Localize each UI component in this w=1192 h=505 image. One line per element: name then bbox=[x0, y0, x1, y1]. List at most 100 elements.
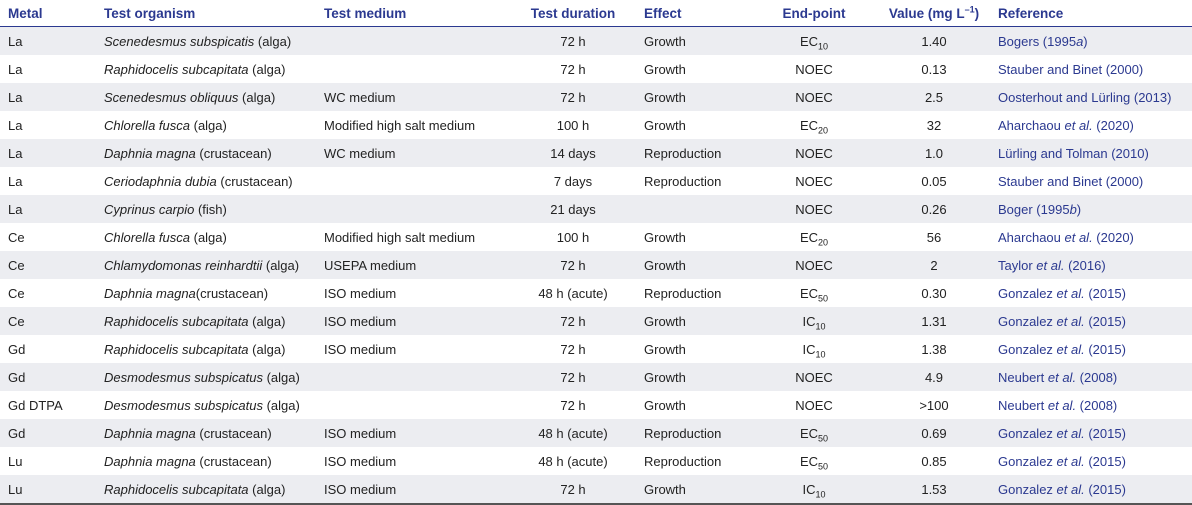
cell-effect: Growth bbox=[636, 307, 750, 335]
cell-medium: ISO medium bbox=[324, 285, 397, 301]
endpoint-label: NOEC bbox=[795, 201, 833, 217]
organism-note: (alga) bbox=[190, 229, 227, 245]
table-row: Ce Daphnia magna(crustacean) ISO medium 48 … bbox=[0, 279, 1192, 307]
reference-text-end: (2008) bbox=[1076, 369, 1118, 385]
reference-text-end: (2015) bbox=[1084, 341, 1126, 357]
reference-text-end: (2008) bbox=[1076, 397, 1118, 413]
cell-metal: Ce bbox=[8, 229, 25, 245]
cell-value: 1.53 bbox=[878, 475, 990, 505]
cell-value: 1.0 bbox=[878, 139, 990, 167]
cell-medium bbox=[316, 363, 510, 391]
cell-metal: La bbox=[0, 139, 96, 167]
endpoint-sub: 10 bbox=[815, 489, 826, 500]
reference-italic: et al. bbox=[1056, 285, 1085, 301]
organism-name: Daphnia magna bbox=[104, 453, 196, 469]
cell-duration: 72 h bbox=[510, 83, 636, 111]
cell-duration: 100 h bbox=[556, 229, 590, 245]
cell-metal: La bbox=[8, 61, 23, 77]
table-row: Gd DTPA Desmodesmus subspicatus (alga) 72 … bbox=[0, 391, 1192, 419]
cell-reference: Aharchaou et al. (2020) bbox=[990, 223, 1192, 251]
cell-effect: Growth bbox=[636, 363, 750, 391]
endpoint-label: NOEC bbox=[795, 61, 833, 77]
cell-effect: Reproduction bbox=[644, 453, 722, 469]
cell-medium: ISO medium bbox=[316, 475, 510, 505]
organism-name: Daphnia magna bbox=[104, 285, 196, 301]
organism-name: Scenedesmus subspicatis bbox=[104, 33, 255, 49]
organism-note: (fish) bbox=[194, 201, 227, 217]
cell-medium: ISO medium bbox=[324, 341, 397, 357]
cell-reference: Taylor et al. (2016) bbox=[990, 251, 1192, 279]
cell-value: 2.5 bbox=[878, 83, 990, 111]
cell-effect: Growth bbox=[644, 397, 686, 413]
cell-reference: Aharchaou et al. (2020) bbox=[990, 111, 1192, 139]
cell-value: 32 bbox=[926, 117, 942, 133]
reference-text: Taylor bbox=[998, 257, 1037, 273]
cell-endpoint: IC10 bbox=[750, 307, 878, 335]
cell-endpoint: NOEC bbox=[750, 195, 878, 223]
cell-duration: 100 h bbox=[556, 117, 590, 133]
cell-organism: Raphidocelis subcapitata (alga) bbox=[96, 307, 316, 335]
cell-duration: 72 h bbox=[510, 475, 636, 505]
cell-medium bbox=[316, 26, 510, 55]
reference-text-end: (2015) bbox=[1084, 425, 1126, 441]
cell-metal: Gd DTPA bbox=[8, 397, 63, 413]
organism-note: (crustacean) bbox=[195, 285, 269, 301]
cell-organism: Scenedesmus subspicatis (alga) bbox=[96, 26, 316, 55]
cell-endpoint: EC50 bbox=[750, 447, 878, 475]
cell-value: 0.26 bbox=[878, 195, 990, 223]
endpoint-label: EC bbox=[799, 453, 819, 469]
organism-name: Raphidocelis subcapitata bbox=[104, 481, 249, 497]
cell-metal: La bbox=[8, 173, 23, 189]
organism-name: Daphnia magna bbox=[104, 425, 196, 441]
header-value-sup: –1 bbox=[964, 4, 975, 14]
cell-value: 0.05 bbox=[921, 173, 947, 189]
reference-italic: et al. bbox=[1047, 397, 1077, 413]
cell-metal: Lu bbox=[0, 475, 96, 505]
reference-italic: et al. bbox=[1056, 313, 1085, 329]
organism-name: Desmodesmus subspicatus bbox=[104, 397, 263, 413]
cell-reference: Stauber and Binet (2000) bbox=[990, 167, 1192, 195]
organism-note: (crustacean) bbox=[216, 173, 293, 189]
organism-name: Raphidocelis subcapitata bbox=[104, 313, 249, 329]
header-metal: Metal bbox=[0, 0, 96, 27]
organism-name: Cyprinus carpio bbox=[104, 201, 195, 217]
organism-note: (crustacean) bbox=[195, 145, 272, 161]
cell-effect: Growth bbox=[636, 26, 750, 55]
cell-metal: Lu bbox=[8, 453, 23, 469]
header-value-prefix: Value (mg L bbox=[888, 5, 965, 21]
endpoint-label: NOEC bbox=[795, 257, 833, 273]
cell-value: 4.9 bbox=[878, 363, 990, 391]
cell-value: 56 bbox=[926, 229, 942, 245]
header-value: Value (mg L–1) bbox=[878, 0, 990, 27]
reference-italic: a bbox=[1076, 33, 1084, 49]
cell-effect: Growth bbox=[644, 341, 686, 357]
table-row: La Chlorella fusca (alga) Modified high sa… bbox=[0, 111, 1192, 139]
reference-text-end: (2015) bbox=[1084, 313, 1126, 329]
cell-medium: ISO medium bbox=[316, 307, 510, 335]
table-row: Gd Raphidocelis subcapitata (alga) ISO med… bbox=[0, 335, 1192, 363]
table-header: Metal Test organism Test medium Test dur… bbox=[0, 0, 1192, 27]
table-row: Ce Chlorella fusca (alga) Modified high sa… bbox=[0, 223, 1192, 251]
table-row: La Scenedesmus subspicatis (alga) 72 h Grow… bbox=[0, 26, 1192, 55]
organism-note: (alga) bbox=[238, 89, 276, 105]
cell-medium bbox=[316, 167, 510, 195]
reference-text: Lürling and Tolman (2010) bbox=[998, 145, 1149, 161]
cell-value: 1.40 bbox=[878, 26, 990, 55]
cell-medium: Modified high salt medium bbox=[324, 117, 476, 133]
cell-organism: Desmodesmus subspicatus (alga) bbox=[96, 391, 316, 419]
cell-metal: Ce bbox=[8, 285, 25, 301]
endpoint-label: IC bbox=[802, 341, 816, 357]
cell-effect bbox=[636, 195, 750, 223]
organism-name: Raphidocelis subcapitata bbox=[104, 61, 249, 77]
cell-duration: 72 h bbox=[560, 397, 586, 413]
endpoint-label: NOEC bbox=[795, 145, 833, 161]
cell-effect: Growth bbox=[644, 229, 686, 245]
cell-endpoint: NOEC bbox=[750, 139, 878, 167]
cell-endpoint: NOEC bbox=[750, 55, 878, 83]
table-row: La Scenedesmus obliquus (alga) WC medium 72… bbox=[0, 83, 1192, 111]
table-row: La Cyprinus carpio (fish) 21 days NOEC 0.26 B… bbox=[0, 195, 1192, 223]
reference-italic: et al. bbox=[1047, 369, 1077, 385]
cell-metal: Ce bbox=[0, 307, 96, 335]
endpoint-sub: 50 bbox=[818, 433, 829, 444]
